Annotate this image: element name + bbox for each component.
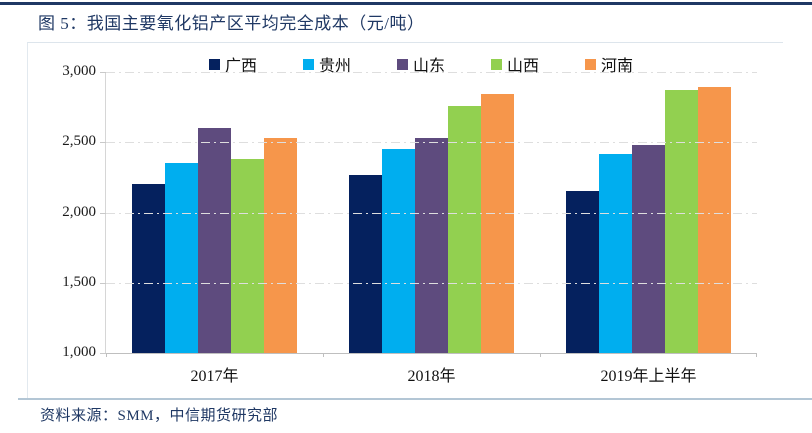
legend-swatch-henan (585, 58, 597, 70)
bottom-divider (18, 398, 812, 400)
x-axis-tick-3 (756, 353, 757, 357)
legend-label-guizhou: 贵州 (318, 58, 351, 75)
gridline-1500 (106, 282, 757, 284)
bar-guizhou-2018 (382, 149, 415, 353)
top-rule (0, 2, 812, 5)
bar-shanxi-2019h1 (665, 90, 698, 353)
source-note: 资料来源：SMM，中信期货研究部 (40, 408, 279, 424)
bar-henan-2017 (264, 138, 297, 353)
y-axis-tick-3000 (100, 72, 106, 73)
bar-guangxi-2017 (132, 184, 165, 353)
bar-guangxi-2019h1 (566, 191, 599, 353)
y-axis-tick-2000 (100, 212, 106, 214)
bar-groups (106, 72, 757, 353)
legend-item-guangxi: 广西 (208, 52, 257, 76)
legend-label-shandong: 山东 (412, 58, 445, 75)
bar-group-2018 (323, 72, 540, 353)
x-axis-label-2019h1: 2019年上半年 (600, 368, 697, 385)
gridline-2000 (106, 212, 757, 214)
legend-item-guizhou: 贵州 (302, 52, 351, 76)
bar-group-2019h1 (540, 72, 757, 353)
gridline-3000 (106, 72, 757, 73)
y-axis-tick-label-1500: 1,500 (62, 273, 96, 290)
bar-shandong-2019h1 (632, 145, 665, 353)
y-axis-tick-label-3000: 3,000 (62, 63, 96, 79)
y-axis-tick-label-2500: 2,500 (62, 133, 96, 150)
legend: 广西 贵州 山东 山西 河南 (0, 52, 812, 76)
x-axis-label-2017: 2017年 (190, 368, 239, 385)
gridline-2500 (106, 142, 757, 144)
y-axis-tick-label-2000: 2,000 (62, 203, 96, 220)
bar-shanxi-2018 (448, 105, 481, 353)
legend-swatch-shanxi (491, 58, 502, 70)
legend-label-henan: 河南 (601, 58, 634, 75)
y-axis-tick-1000 (100, 353, 106, 354)
bar-shandong-2018 (415, 138, 448, 353)
legend-swatch-guangxi (208, 58, 220, 70)
figure-title: 图 5：我国主要氧化铝产区平均完全成本（元/吨） (38, 14, 425, 33)
legend-swatch-guizhou (302, 58, 314, 70)
chart-frame (27, 42, 783, 398)
plot-area: 3,000 2,500 2,000 1,500 1,000 2017年 2018年 2019年… (62, 63, 757, 385)
bar-guizhou-2019h1 (599, 153, 632, 353)
bar-guangxi-2018 (349, 174, 382, 353)
bar-group-2017 (106, 72, 323, 353)
y-axis-tick-2500 (100, 142, 106, 144)
bar-shandong-2017 (198, 128, 231, 353)
y-axis-tick-1500 (100, 282, 106, 284)
legend-item-shanxi: 山西 (491, 52, 539, 76)
legend-item-henan: 河南 (585, 52, 633, 76)
bar-shanxi-2017 (231, 159, 264, 353)
x-axis-label-2018: 2018年 (407, 368, 456, 385)
bar-henan-2019h1 (698, 87, 731, 353)
legend-label-shanxi: 山西 (507, 58, 540, 75)
legend-swatch-shandong (396, 58, 408, 70)
x-axis-tick-2 (539, 353, 541, 357)
x-axis-tick-0 (106, 353, 107, 357)
legend-label-guangxi: 广西 (224, 58, 257, 75)
bar-guizhou-2017 (165, 163, 198, 353)
x-axis-tick-1 (322, 353, 324, 357)
y-axis-tick-label-1000: 1,000 (62, 344, 96, 360)
legend-item-shandong: 山东 (396, 52, 445, 76)
bar-henan-2018 (481, 94, 514, 353)
